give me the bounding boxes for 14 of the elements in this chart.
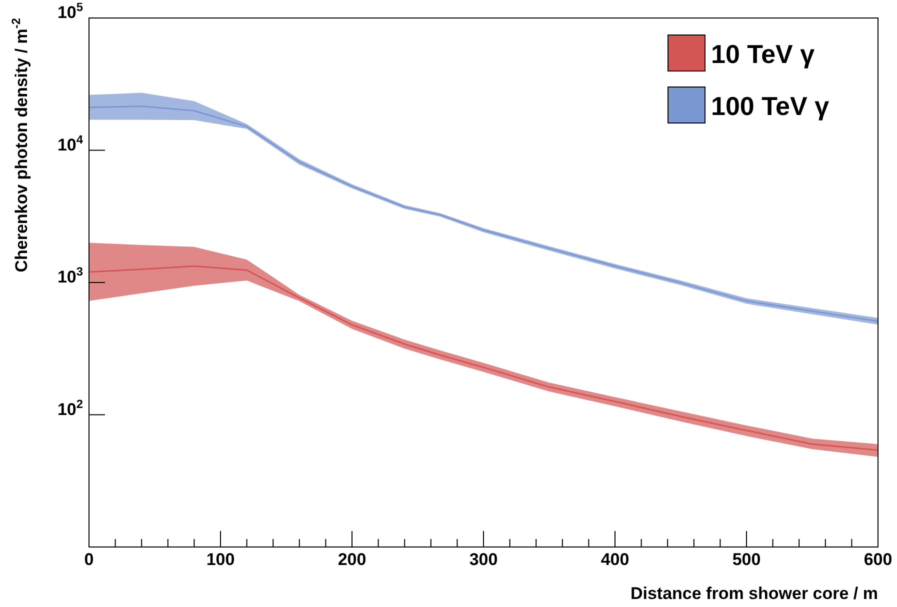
- y-tick-label: 10$^{4}$: [57, 132, 84, 154]
- x-tick-label: 0: [84, 550, 94, 570]
- x-tick-label: 300: [469, 550, 498, 570]
- legend-label: 100 TeV γ: [711, 91, 830, 121]
- legend-label: 10 TeV γ: [711, 39, 816, 69]
- x-axis-title: Distance from shower core / m: [630, 584, 878, 603]
- x-tick-label: 200: [338, 550, 366, 570]
- y-tick-label: 10$^{5}$: [57, 0, 84, 22]
- x-tick-label: 400: [600, 550, 630, 570]
- x-tick-label: 600: [864, 550, 892, 570]
- y-tick-label: 10$^{2}$: [57, 396, 84, 419]
- x-tick-label: 100: [206, 550, 235, 570]
- x-tick-label: 500: [732, 550, 761, 570]
- y-tick-label: 10$^{3}$: [57, 264, 84, 286]
